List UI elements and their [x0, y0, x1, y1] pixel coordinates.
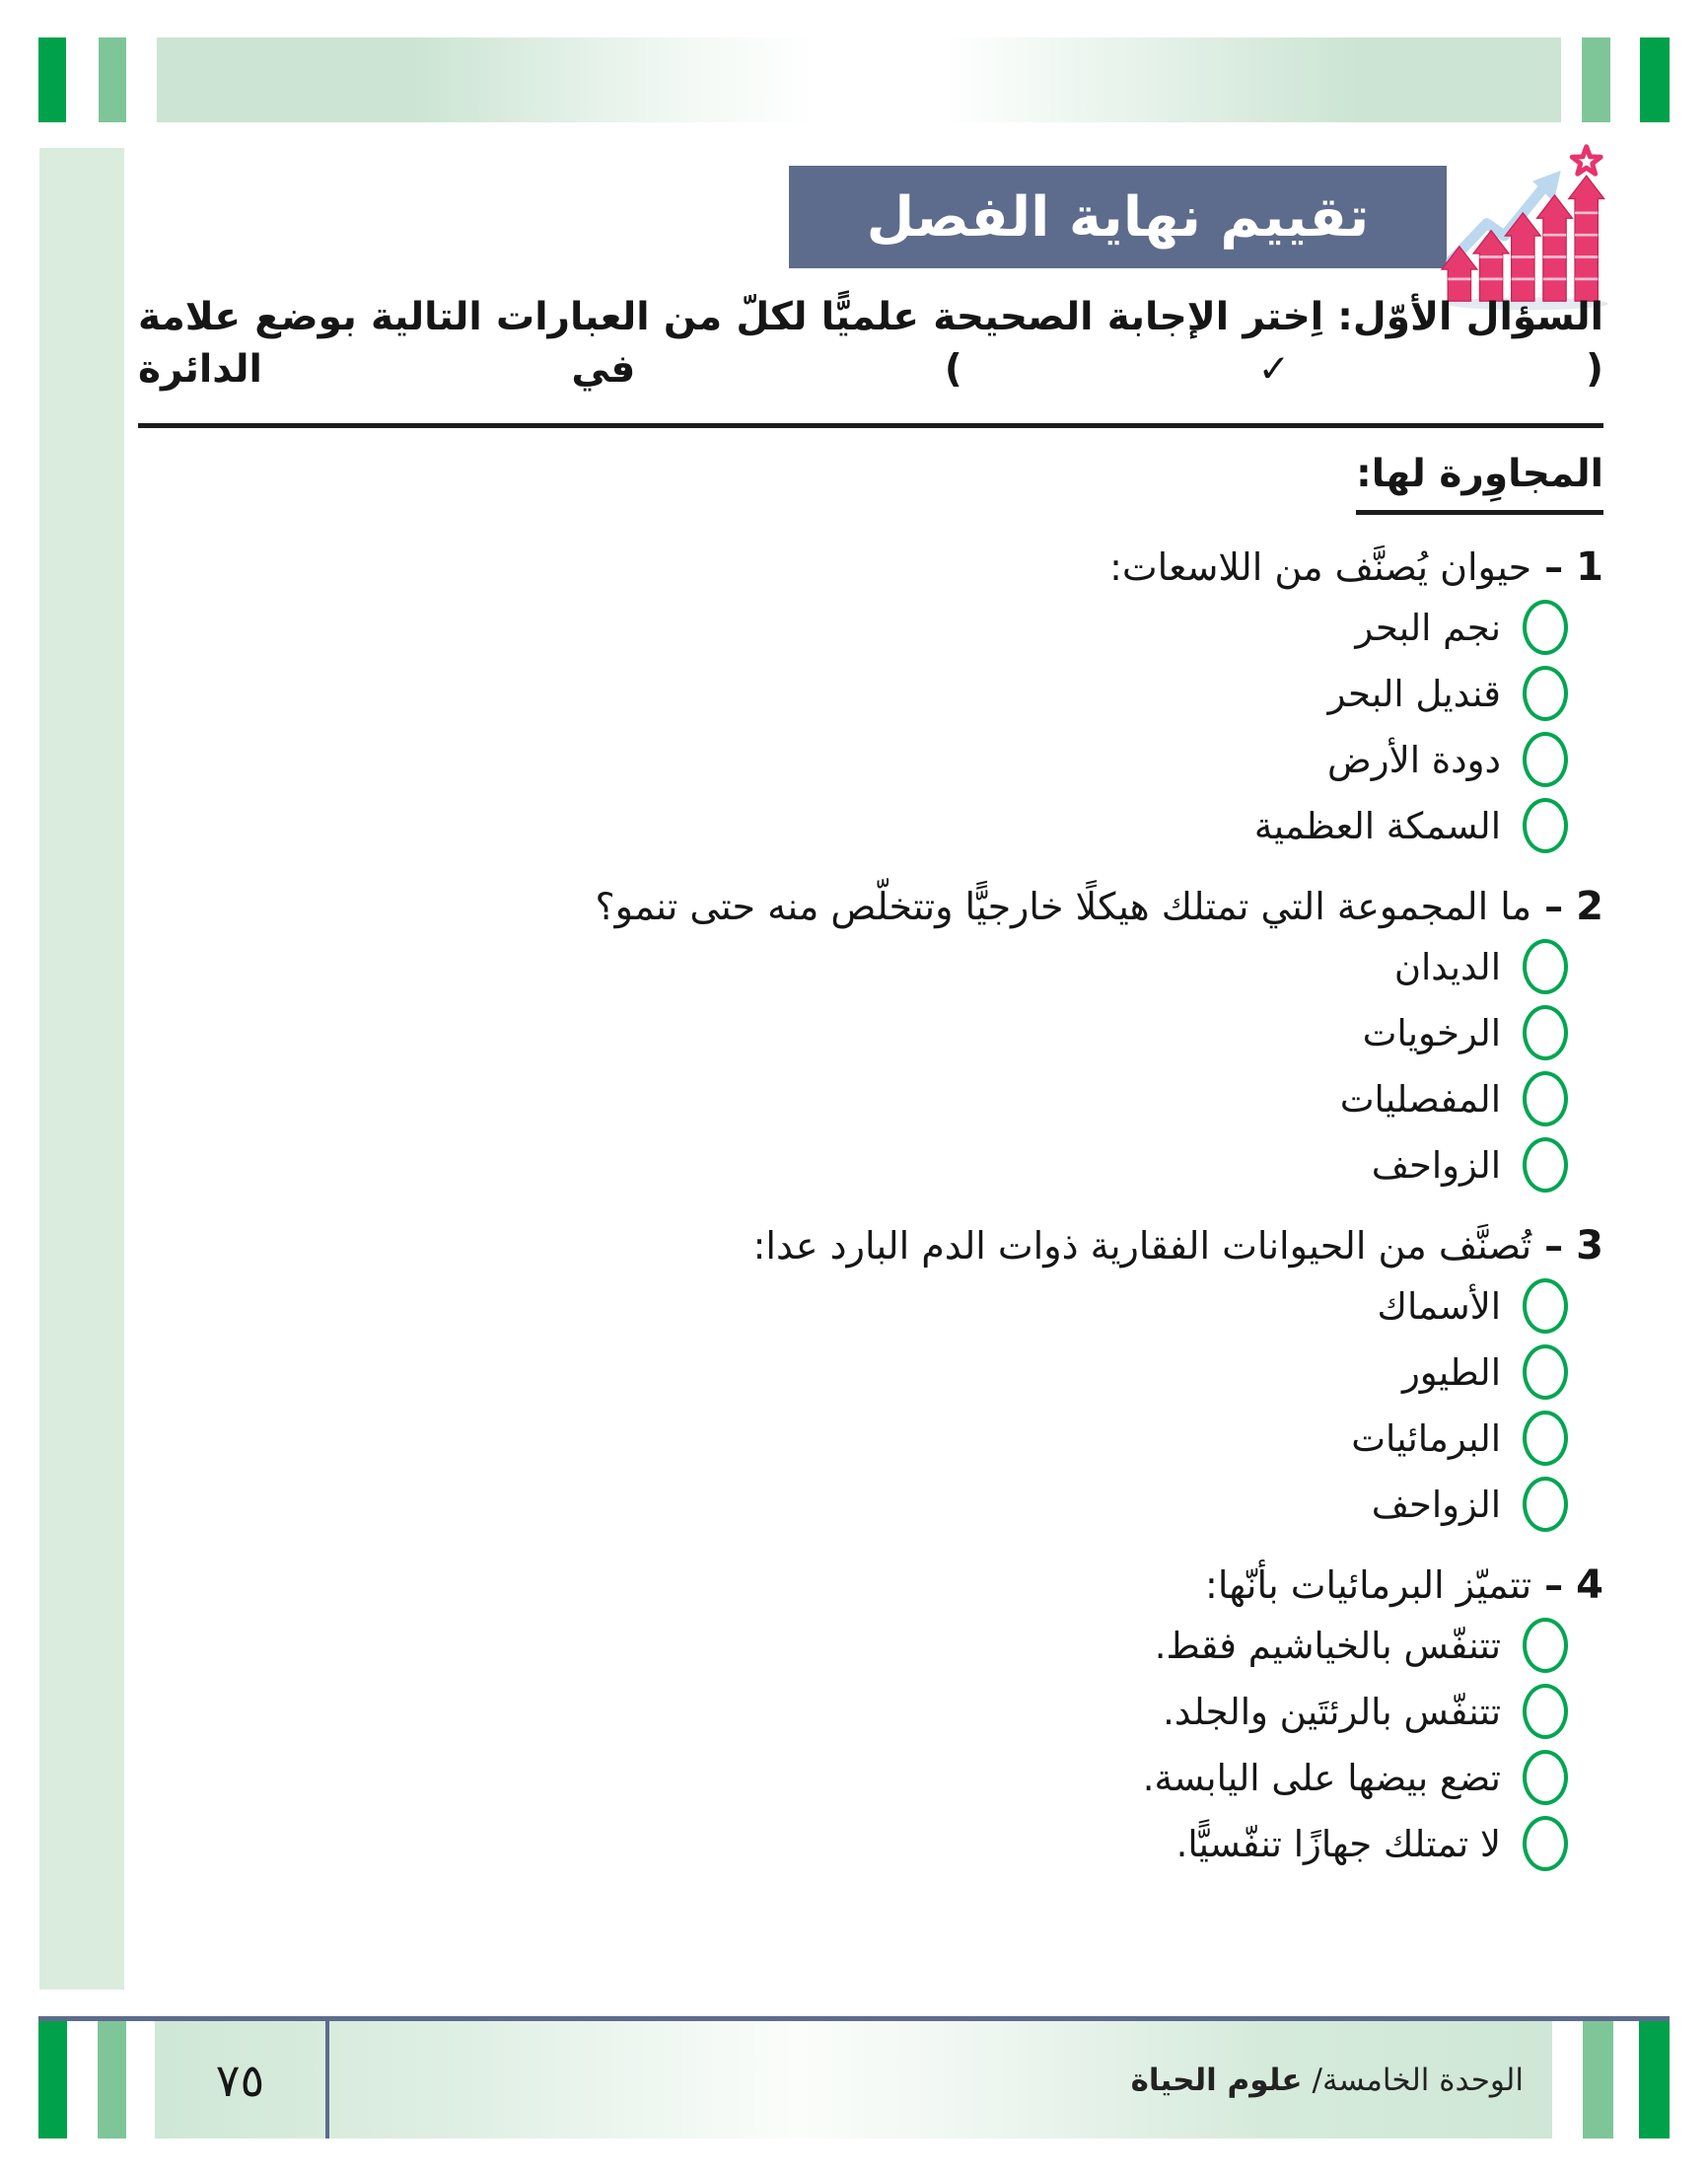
- option-label: الطيور: [1401, 1350, 1501, 1394]
- footer-bar-medium-left: [98, 2021, 126, 2139]
- footer-label: الوحدة الخامسة/ علوم الحياة: [1131, 2021, 1524, 2139]
- question-separator: –: [1544, 545, 1564, 590]
- answer-circle[interactable]: [1523, 1005, 1568, 1061]
- question-header: 1 – حيوان يُصنَّف من اللاسعات:: [138, 544, 1603, 590]
- question-number: 3: [1576, 1223, 1603, 1269]
- question-text: حيوان يُصنَّف من اللاسعات:: [1109, 545, 1532, 590]
- option-label: الزواحف: [1371, 1143, 1501, 1187]
- options-list: الديدان الرخويات المفصليات الزواحف: [138, 938, 1603, 1194]
- answer-circle[interactable]: [1523, 939, 1568, 995]
- answer-circle[interactable]: [1523, 1071, 1568, 1127]
- answer-circle[interactable]: [1523, 666, 1568, 722]
- answer-circle[interactable]: [1523, 1477, 1568, 1533]
- answer-circle[interactable]: [1523, 1750, 1568, 1806]
- option-label: الديدان: [1393, 945, 1501, 988]
- option-row: السمكة العظمية: [138, 797, 1603, 854]
- option-row: الزواحف: [138, 1136, 1603, 1194]
- option-label: تتنفّس بالرئتَين والجلد.: [1163, 1690, 1501, 1733]
- answer-circle[interactable]: [1523, 798, 1568, 854]
- answer-circle[interactable]: [1523, 1411, 1568, 1467]
- option-row: الطيور: [138, 1343, 1603, 1401]
- question: 2 – ما المجموعة التي تمتلك هيكلًا خارجيً…: [138, 884, 1603, 1194]
- option-row: قنديل البحر: [138, 665, 1603, 722]
- question-number: 2: [1576, 884, 1603, 930]
- question: 1 – حيوان يُصنَّف من اللاسعات: نجم البحر…: [138, 544, 1603, 854]
- top-bar-dark-left: [38, 37, 66, 122]
- top-bar-medium-left: [99, 37, 126, 122]
- question-text: تتميّز البرمائيات بأنّها:: [1205, 1563, 1532, 1608]
- option-row: لا تمتلك جهازًا تنفّسيًّا.: [138, 1815, 1603, 1872]
- option-label: نجم البحر: [1355, 606, 1501, 649]
- option-label: المفصليات: [1339, 1077, 1501, 1121]
- page-number: ٧٥: [215, 2053, 265, 2107]
- option-row: الأسماك: [138, 1277, 1603, 1335]
- answer-circle[interactable]: [1523, 732, 1568, 788]
- option-label: لا تمتلك جهازًا تنفّسيًّا.: [1175, 1822, 1501, 1865]
- instruction-line-2-wrap: المجاوِرة لها:: [138, 452, 1603, 516]
- star-icon: [1569, 144, 1603, 177]
- top-bar-dark-right: [1640, 37, 1670, 122]
- question-text: ما المجموعة التي تمتلك هيكلًا خارجيًّا و…: [595, 885, 1532, 929]
- option-label: قنديل البحر: [1327, 672, 1501, 715]
- main-content: السؤال الأوّل: اِختر الإجابة الصحيحة علم…: [138, 292, 1603, 1881]
- answer-circle[interactable]: [1523, 600, 1568, 656]
- option-label: البرمائيات: [1351, 1416, 1501, 1460]
- option-row: الديدان: [138, 938, 1603, 995]
- option-label: الزواحف: [1371, 1483, 1501, 1526]
- option-row: نجم البحر: [138, 599, 1603, 656]
- option-label: الرخويات: [1362, 1011, 1501, 1054]
- question-header: 3 – تُصنَّف من الحيوانات الفقارية ذوات ا…: [138, 1223, 1603, 1269]
- question-separator: –: [1544, 885, 1564, 929]
- option-label: تضع بيضها على اليابسة.: [1142, 1756, 1501, 1799]
- question-header: 2 – ما المجموعة التي تمتلك هيكلًا خارجيً…: [138, 884, 1603, 929]
- option-row: الزواحف: [138, 1476, 1603, 1533]
- option-row: البرمائيات: [138, 1410, 1603, 1467]
- option-row: تتنفّس بالخياشيم فقط.: [138, 1617, 1603, 1674]
- answer-circle[interactable]: [1523, 1816, 1568, 1872]
- question: 4 – تتميّز البرمائيات بأنّها: تتنفّس بال…: [138, 1562, 1603, 1872]
- option-label: تتنفّس بالخياشيم فقط.: [1154, 1624, 1501, 1667]
- top-bar-medium-right: [1582, 37, 1610, 122]
- question-text: تُصنَّف من الحيوانات الفقارية ذوات الدم …: [752, 1224, 1532, 1269]
- option-label: دودة الأرض: [1327, 738, 1501, 781]
- section-title: تقييم نهاية الفصل: [866, 184, 1370, 250]
- question-header: 4 – تتميّز البرمائيات بأنّها:: [138, 1562, 1603, 1608]
- section-header: تقييم نهاية الفصل: [789, 166, 1447, 268]
- options-list: الأسماك الطيور البرمائيات الزواحف: [138, 1277, 1603, 1533]
- question-number: 4: [1576, 1562, 1603, 1609]
- option-row: المفصليات: [138, 1070, 1603, 1127]
- footer-top-rule: [38, 2016, 1670, 2021]
- footer-unit-label: الوحدة الخامسة/: [1312, 2062, 1524, 2098]
- bar-chart-growth-star-icon: [1440, 144, 1609, 311]
- footer-bar-dark-right: [1639, 2021, 1670, 2139]
- answer-circle[interactable]: [1523, 1137, 1568, 1194]
- answer-circle[interactable]: [1523, 1618, 1568, 1674]
- question: 3 – تُصنَّف من الحيوانات الفقارية ذوات ا…: [138, 1223, 1603, 1533]
- option-row: تتنفّس بالرئتَين والجلد.: [138, 1683, 1603, 1740]
- question-separator: –: [1544, 1563, 1564, 1608]
- footer-bar-medium-right: [1583, 2021, 1613, 2139]
- footer-bar-dark-left: [38, 2021, 67, 2139]
- footer-gradient-band: [155, 2021, 1552, 2139]
- answer-circle[interactable]: [1523, 1684, 1568, 1740]
- question-separator: –: [1544, 1224, 1564, 1269]
- option-row: تضع بيضها على اليابسة.: [138, 1749, 1603, 1806]
- left-margin-strip: [39, 148, 124, 1990]
- option-label: الأسماك: [1377, 1284, 1501, 1328]
- questions-list: 1 – حيوان يُصنَّف من اللاسعات: نجم البحر…: [138, 544, 1603, 1872]
- question-number: 1: [1576, 544, 1603, 591]
- option-row: الرخويات: [138, 1004, 1603, 1061]
- options-list: تتنفّس بالخياشيم فقط. تتنفّس بالرئتَين و…: [138, 1617, 1603, 1872]
- answer-circle[interactable]: [1523, 1344, 1568, 1401]
- answer-circle[interactable]: [1523, 1278, 1568, 1335]
- footer-divider: [325, 2021, 329, 2139]
- instruction-line-2: المجاوِرة لها:: [1356, 452, 1603, 516]
- footer-subject-label: علوم الحياة: [1130, 2062, 1303, 2098]
- instruction-line-1: السؤال الأوّل: اِختر الإجابة الصحيحة علم…: [138, 292, 1603, 429]
- option-label: السمكة العظمية: [1253, 804, 1501, 847]
- option-row: دودة الأرض: [138, 731, 1603, 788]
- options-list: نجم البحر قنديل البحر دودة الأرض السمكة …: [138, 599, 1603, 854]
- top-gradient-band: [157, 37, 1561, 122]
